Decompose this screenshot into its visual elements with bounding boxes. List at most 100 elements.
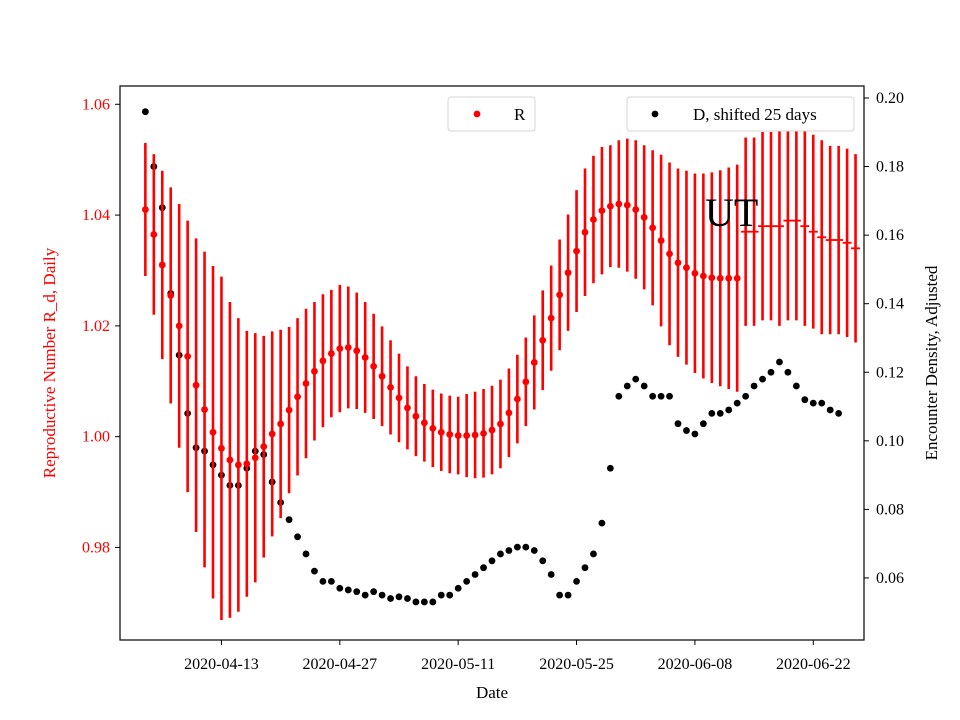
d-point xyxy=(539,557,547,565)
r-point xyxy=(657,237,665,244)
d-point xyxy=(632,375,640,383)
d-point xyxy=(336,584,344,592)
y-right-tick-label: 0.10 xyxy=(876,433,904,450)
d-point xyxy=(454,584,462,592)
r-point xyxy=(412,412,420,420)
d-point xyxy=(361,591,369,599)
d-point xyxy=(776,358,783,366)
y-right-tick-label: 0.20 xyxy=(876,90,904,107)
r-point xyxy=(480,429,487,437)
r-point xyxy=(463,432,471,439)
legend-r-marker xyxy=(473,110,481,118)
d-point xyxy=(750,382,758,390)
r-point xyxy=(209,428,217,436)
r-point xyxy=(327,350,335,357)
r-point xyxy=(556,291,564,299)
y-axis-left-title: Reproductive Number R_d, Daily xyxy=(40,247,59,478)
r-point xyxy=(733,274,741,282)
d-point xyxy=(716,409,724,417)
d-point xyxy=(480,564,487,572)
r-point xyxy=(344,344,352,351)
d-point xyxy=(370,588,378,596)
d-point xyxy=(327,577,335,585)
y-right-tick-label: 0.14 xyxy=(876,296,904,313)
r-point xyxy=(395,394,403,402)
reproductive-number-series xyxy=(141,120,861,621)
d-point xyxy=(311,567,318,575)
r-point xyxy=(285,406,293,414)
r-point xyxy=(699,272,707,280)
d-point xyxy=(674,420,682,428)
d-point xyxy=(564,591,572,599)
d-point xyxy=(378,591,386,599)
axes: 2020-04-13 2020-04-27 2020-05-11 2020-05-25… xyxy=(82,90,904,673)
d-point xyxy=(826,406,834,414)
legend-d-label: D, shifted 25 days xyxy=(693,105,817,124)
x-tick-label: 2020-04-13 xyxy=(184,656,259,673)
d-point xyxy=(809,399,817,407)
d-point xyxy=(513,543,521,551)
d-point xyxy=(319,577,327,585)
y-right-tick-label: 0.12 xyxy=(876,364,904,381)
r-point xyxy=(674,259,682,267)
r-point xyxy=(226,456,234,464)
d-point xyxy=(691,430,699,438)
r-point xyxy=(581,228,589,236)
r-point xyxy=(716,274,724,282)
r-point xyxy=(336,345,344,352)
r-point xyxy=(175,322,183,330)
r-point xyxy=(691,269,699,277)
x-tick-label: 2020-06-08 xyxy=(658,656,733,673)
d-point xyxy=(556,591,564,599)
r-point xyxy=(590,216,597,223)
d-point xyxy=(463,577,471,585)
d-point xyxy=(547,571,555,578)
plot-frame xyxy=(119,85,865,641)
r-point xyxy=(234,461,242,469)
d-point xyxy=(429,598,437,606)
r-point xyxy=(218,444,225,452)
r-point xyxy=(539,336,547,344)
d-point xyxy=(801,396,809,404)
d-point xyxy=(623,382,631,390)
d-point xyxy=(649,392,657,400)
d-point xyxy=(497,550,504,558)
d-point xyxy=(733,399,741,407)
d-point xyxy=(590,550,597,558)
r-point xyxy=(530,359,538,366)
x-axis-title: Date xyxy=(476,683,508,702)
d-point xyxy=(530,547,538,554)
d-point xyxy=(294,533,301,541)
r-point xyxy=(361,354,369,361)
r-point xyxy=(387,383,394,391)
r-point xyxy=(302,380,310,387)
r-point xyxy=(497,420,504,428)
d-point xyxy=(573,577,580,585)
r-point xyxy=(454,432,462,439)
d-point xyxy=(666,392,673,400)
d-point xyxy=(395,593,403,601)
y-right-tick-label: 0.16 xyxy=(876,227,904,244)
d-point xyxy=(412,598,420,606)
d-point xyxy=(488,557,496,565)
x-tick-label: 2020-04-27 xyxy=(302,656,377,673)
r-point xyxy=(420,419,428,427)
r-point xyxy=(167,292,175,299)
y-right-tick-label: 0.18 xyxy=(876,159,904,176)
r-point xyxy=(573,247,580,255)
d-point xyxy=(640,382,648,390)
d-point xyxy=(657,392,665,400)
d-point xyxy=(615,392,623,400)
d-point xyxy=(784,368,792,376)
x-tick-label: 2020-05-11 xyxy=(421,656,495,673)
legend-d-box xyxy=(626,96,855,132)
r-point xyxy=(564,269,572,277)
y-left-tick-label: 1.04 xyxy=(82,207,110,224)
d-point xyxy=(725,406,733,414)
y-left-tick-label: 1.00 xyxy=(82,429,110,446)
y-axis-right-title: Encounter Density, Adjusted xyxy=(922,265,941,460)
r-point xyxy=(522,378,530,386)
r-point xyxy=(488,426,496,434)
